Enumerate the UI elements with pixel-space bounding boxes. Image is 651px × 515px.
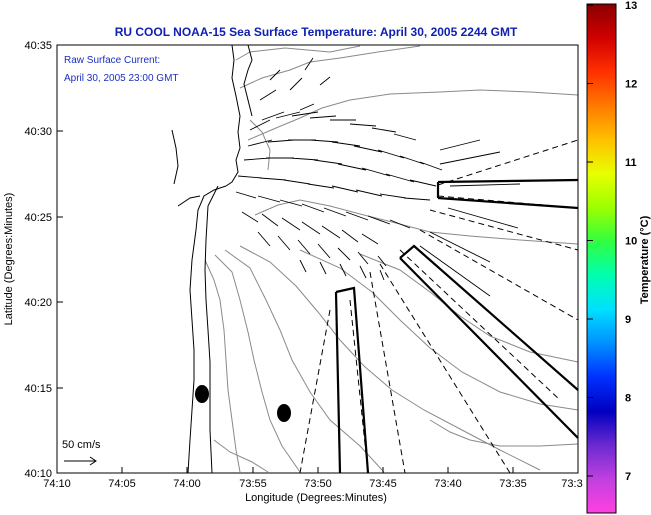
y-tick-label: 40:20 <box>24 297 52 309</box>
x-tick-label: 74:00 <box>173 478 201 490</box>
x-tick-label: 73:35 <box>499 478 527 490</box>
x-tick-label: 73:40 <box>434 478 462 490</box>
bathymetry-contours <box>204 45 579 473</box>
x-tick-label: 73:45 <box>369 478 397 490</box>
colorbar-tick-label: 13 <box>625 0 637 12</box>
coastline <box>171 44 253 474</box>
inset-label-line2: April 30, 2005 23:00 GMT <box>64 73 179 84</box>
y-tick-label: 40:10 <box>24 468 52 480</box>
x-tick-label: 73:55 <box>239 478 267 490</box>
current-vectors <box>235 57 521 297</box>
y-tick-label: 40:35 <box>24 40 52 52</box>
landmark-dot <box>195 385 209 403</box>
y-axis-label: Latitude (Degrees:Minutes) <box>3 193 15 326</box>
colorbar-gradient <box>586 3 617 514</box>
colorbar-tick-label: 7 <box>625 471 631 483</box>
colorbar-label: Temperature (°C) <box>639 215 651 304</box>
y-tick-label: 40:30 <box>24 126 52 138</box>
colorbar-tick-label: 8 <box>625 393 631 405</box>
x-axis: 74:10 74:05 74:00 73:55 73:50 73:45 73:4… <box>43 467 583 504</box>
y-tick-label: 40:15 <box>24 383 52 395</box>
y-tick-label: 40:25 <box>24 212 52 224</box>
scale-arrow <box>64 456 97 466</box>
colorbar: 13 12 11 10 9 8 7 Temperature (°C) <box>586 0 651 514</box>
x-tick-label: 74:10 <box>43 478 71 490</box>
landmark-dot <box>277 404 291 422</box>
x-tick-label: 73:3 <box>561 478 582 490</box>
colorbar-tick-label: 11 <box>625 157 637 169</box>
colorbar-tick-label: 9 <box>625 314 631 326</box>
x-tick-label: 74:05 <box>108 478 136 490</box>
colorbar-tick-label: 12 <box>625 79 637 91</box>
inset-label-line1: Raw Surface Current: <box>64 55 160 66</box>
map-panel: Raw Surface Current: April 30, 2005 23:0… <box>56 44 579 474</box>
y-axis: 40:35 40:30 40:25 40:20 40:15 40:10 Lati… <box>3 40 63 480</box>
map-title: RU COOL NOAA-15 Sea Surface Temperature:… <box>115 25 518 39</box>
x-axis-label: Longitude (Degrees:Minutes) <box>245 492 387 504</box>
scale-label: 50 cm/s <box>62 439 101 451</box>
map-background <box>57 45 578 473</box>
colorbar-tick-label: 10 <box>625 236 637 248</box>
x-tick-label: 73:50 <box>304 478 332 490</box>
colorbar-ticks: 13 12 11 10 9 8 7 <box>587 0 637 483</box>
radar-wedges <box>334 178 579 474</box>
